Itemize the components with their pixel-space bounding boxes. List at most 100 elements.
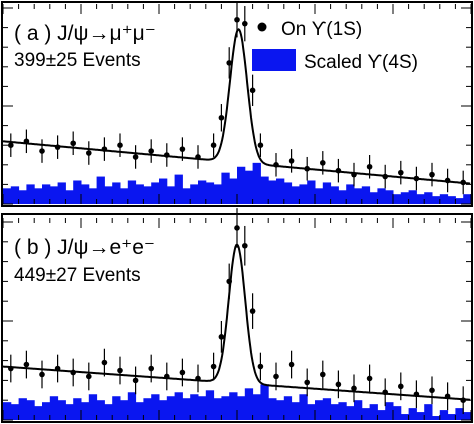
data-point bbox=[304, 379, 311, 386]
hist-bar bbox=[361, 186, 371, 204]
hist-bar bbox=[354, 188, 363, 204]
panel-a-frame bbox=[1, 1, 473, 207]
hist-bar bbox=[42, 402, 51, 420]
hist-bar bbox=[182, 188, 191, 204]
hist-bar bbox=[221, 396, 230, 420]
data-point bbox=[234, 16, 240, 23]
data-point bbox=[195, 375, 201, 382]
data-point bbox=[86, 150, 92, 156]
hist-bar bbox=[439, 194, 449, 204]
data-point bbox=[218, 114, 225, 121]
hist-bar bbox=[463, 412, 472, 420]
hist-bar bbox=[369, 404, 378, 420]
hist-bar bbox=[315, 188, 324, 204]
data-point bbox=[210, 363, 217, 370]
data-point bbox=[164, 152, 170, 158]
hist-bar bbox=[143, 186, 152, 204]
data-point bbox=[148, 365, 154, 372]
hist-bar bbox=[291, 402, 300, 420]
hist-bar bbox=[174, 174, 183, 204]
hist-bar bbox=[346, 406, 355, 420]
hist-bar bbox=[18, 190, 27, 204]
hist-bar bbox=[166, 186, 176, 204]
hist-bar bbox=[205, 390, 215, 420]
hist-bar bbox=[432, 196, 441, 204]
panel-a-label: ( a ) J/ψ→μ⁺μ⁻ bbox=[14, 22, 156, 45]
hist-bar bbox=[174, 392, 183, 420]
hist-bar bbox=[307, 404, 316, 420]
data-point bbox=[179, 146, 186, 152]
hist-bar bbox=[346, 184, 355, 204]
hist-bar bbox=[276, 400, 285, 420]
hist-bar bbox=[159, 400, 168, 420]
data-point bbox=[335, 167, 342, 174]
data-point bbox=[164, 373, 170, 380]
hist-bar bbox=[120, 400, 129, 420]
hist-bar bbox=[283, 182, 293, 204]
data-point bbox=[249, 308, 256, 314]
data-point bbox=[335, 381, 342, 388]
hist-bar bbox=[463, 194, 472, 204]
hist-bar bbox=[96, 176, 105, 204]
data-point bbox=[242, 242, 248, 249]
hist-bar bbox=[26, 400, 35, 420]
hist-bar bbox=[424, 404, 433, 420]
hist-bar bbox=[104, 404, 113, 420]
hist-bar bbox=[34, 406, 43, 420]
hist-bar bbox=[447, 414, 456, 420]
hist-bar bbox=[307, 180, 316, 204]
panel-b-data-points bbox=[8, 208, 467, 415]
data-point bbox=[23, 361, 30, 368]
hist-bar bbox=[361, 408, 371, 420]
hist-bar bbox=[455, 198, 464, 204]
data-point bbox=[382, 173, 389, 180]
hist-bar bbox=[34, 188, 43, 204]
hist-bar bbox=[268, 398, 277, 420]
data-point bbox=[366, 375, 373, 382]
hist-bar bbox=[268, 180, 277, 204]
hist-bar bbox=[10, 186, 20, 204]
hist-bar bbox=[408, 408, 417, 420]
hist-bar bbox=[135, 402, 144, 420]
hist-bar bbox=[151, 394, 160, 420]
data-point bbox=[444, 393, 451, 400]
hist-bar bbox=[322, 182, 332, 204]
legend-data-label: On ϒ(1S) bbox=[281, 19, 362, 40]
hist-bar bbox=[81, 402, 90, 420]
hist-bar bbox=[393, 406, 402, 420]
hist-bar bbox=[338, 402, 347, 420]
data-point bbox=[39, 148, 45, 154]
data-point bbox=[429, 171, 435, 178]
hist-bar bbox=[229, 392, 238, 420]
hist-bar bbox=[3, 188, 12, 204]
hist-bar bbox=[26, 184, 35, 204]
hist-bar bbox=[330, 186, 339, 204]
panel-a: ( a ) J/ψ→μ⁺μ⁻ 399±25 Events On ϒ(1S) Sc… bbox=[1, 1, 473, 207]
hist-bar bbox=[88, 394, 98, 420]
hist-bar bbox=[190, 394, 199, 420]
legend-hist-label: Scaled ϒ(4S) bbox=[304, 52, 418, 73]
hist-bar bbox=[57, 400, 66, 420]
hist-bar bbox=[112, 182, 121, 204]
hist-bar bbox=[65, 404, 74, 420]
data-point bbox=[320, 371, 326, 378]
hist-bar bbox=[252, 394, 261, 420]
data-point bbox=[226, 60, 232, 66]
data-point bbox=[226, 278, 232, 285]
hist-bar bbox=[213, 184, 222, 204]
hist-bar bbox=[213, 398, 222, 420]
data-point bbox=[351, 171, 357, 178]
panel-b: ( b ) J/ψ→e⁺e⁻ 449±27 Events bbox=[1, 208, 473, 423]
hist-bar bbox=[73, 398, 82, 420]
legend-hist-swatch bbox=[252, 49, 296, 71]
hist-bar bbox=[424, 192, 433, 204]
hist-bar bbox=[354, 400, 363, 420]
hist-bar bbox=[182, 398, 191, 420]
hist-bar bbox=[18, 398, 27, 420]
data-point bbox=[54, 144, 61, 150]
data-point bbox=[288, 361, 295, 368]
hist-bar bbox=[42, 184, 51, 204]
data-point bbox=[413, 175, 420, 182]
data-point bbox=[70, 140, 76, 147]
